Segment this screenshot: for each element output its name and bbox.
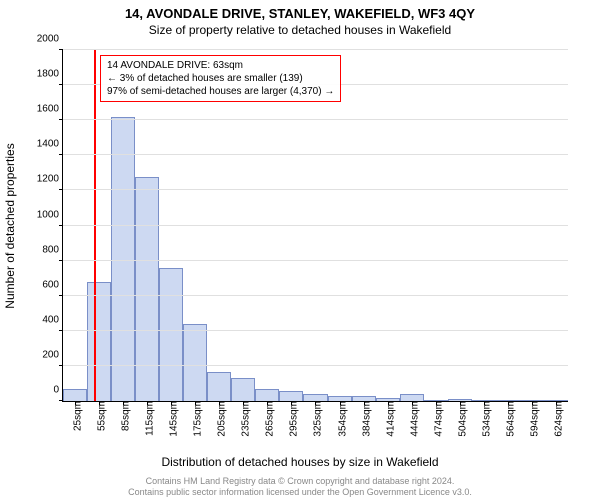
histogram-bar [183,324,207,401]
bar-slot: 564sqm [496,50,520,401]
histogram-bar [135,177,159,401]
bars-container: 25sqm55sqm85sqm115sqm145sqm175sqm205sqm2… [63,50,568,401]
histogram-chart: 25sqm55sqm85sqm115sqm145sqm175sqm205sqm2… [62,50,568,402]
xtick-label: 145sqm [163,401,180,437]
bar-slot: 534sqm [472,50,496,401]
ytick-mark [59,49,63,50]
bar-slot: 474sqm [424,50,448,401]
bar-slot: 384sqm [352,50,376,401]
ytick-mark [59,119,63,120]
bar-slot: 25sqm [63,50,87,401]
ytick-mark [59,154,63,155]
ytick-mark [59,400,63,401]
gridline [63,49,568,50]
bar-slot: 354sqm [328,50,352,401]
ytick-mark [59,189,63,190]
ytick-label: 1600 [37,104,63,115]
ytick-label: 1200 [37,174,63,185]
bar-slot: 85sqm [111,50,135,401]
bar-slot: 175sqm [183,50,207,401]
bar-slot: 235sqm [231,50,255,401]
ytick-mark [59,84,63,85]
ytick-label: 0 [53,385,63,396]
bar-slot: 205sqm [207,50,231,401]
xtick-label: 624sqm [547,401,564,437]
xtick-label: 564sqm [499,401,516,437]
bar-slot: 265sqm [255,50,279,401]
gridline [63,365,568,366]
bar-slot: 594sqm [520,50,544,401]
gridline [63,154,568,155]
annotation-line3: 97% of semi-detached houses are larger (… [107,85,334,98]
bar-slot: 295sqm [279,50,303,401]
bar-slot: 504sqm [448,50,472,401]
xtick-label: 474sqm [427,401,444,437]
page-title-line2: Size of property relative to detached ho… [0,21,600,37]
xtick-label: 235sqm [235,401,252,437]
gridline [63,225,568,226]
bar-slot: 115sqm [135,50,159,401]
xtick-label: 354sqm [331,401,348,437]
histogram-bar [303,394,327,401]
bar-slot: 55sqm [87,50,111,401]
ytick-mark [59,260,63,261]
bar-slot: 145sqm [159,50,183,401]
bar-slot: 444sqm [400,50,424,401]
bar-slot: 414sqm [376,50,400,401]
histogram-bar [400,394,424,401]
xtick-label: 115sqm [139,401,156,436]
annotation-line2: ← 3% of detached houses are smaller (139… [107,72,334,85]
xtick-label: 534sqm [475,401,492,437]
ytick-label: 1800 [37,69,63,80]
xtick-label: 175sqm [187,401,204,437]
histogram-bar [255,389,279,401]
footer-attribution: Contains HM Land Registry data © Crown c… [0,476,600,498]
histogram-bar [159,268,183,401]
ytick-label: 400 [42,314,63,325]
xtick-label: 384sqm [355,401,372,437]
property-marker-line [94,50,96,401]
bar-slot: 325sqm [303,50,327,401]
xtick-label: 85sqm [115,401,132,431]
gridline [63,330,568,331]
ytick-label: 600 [42,279,63,290]
xtick-label: 205sqm [211,401,228,437]
xtick-label: 504sqm [451,401,468,437]
ytick-label: 1000 [37,209,63,220]
footer-line1: Contains HM Land Registry data © Crown c… [0,476,600,487]
xtick-label: 444sqm [403,401,420,437]
histogram-bar [231,378,255,401]
ytick-label: 800 [42,244,63,255]
histogram-bar [207,372,231,401]
xtick-label: 594sqm [523,401,540,437]
gridline [63,295,568,296]
ytick-mark [59,365,63,366]
gridline [63,260,568,261]
ytick-label: 1400 [37,139,63,150]
bar-slot: 624sqm [544,50,568,401]
xtick-label: 414sqm [379,401,396,437]
gridline [63,119,568,120]
ytick-mark [59,330,63,331]
footer-line2: Contains public sector information licen… [0,487,600,498]
xtick-label: 295sqm [283,401,300,437]
ytick-mark [59,225,63,226]
ytick-label: 200 [42,349,63,360]
xtick-label: 25sqm [67,401,84,431]
annotation-box: 14 AVONDALE DRIVE: 63sqm ← 3% of detache… [100,55,341,102]
ytick-mark [59,295,63,296]
x-axis-label: Distribution of detached houses by size … [0,455,600,469]
xtick-label: 55sqm [91,401,108,431]
y-axis-label: Number of detached properties [3,143,17,308]
ytick-label: 2000 [37,34,63,45]
gridline [63,189,568,190]
xtick-label: 265sqm [259,401,276,437]
histogram-bar [279,391,303,401]
page-title-line1: 14, AVONDALE DRIVE, STANLEY, WAKEFIELD, … [0,0,600,21]
histogram-bar [63,389,87,401]
annotation-line1: 14 AVONDALE DRIVE: 63sqm [107,59,334,72]
xtick-label: 325sqm [307,401,324,437]
histogram-bar [87,282,111,401]
